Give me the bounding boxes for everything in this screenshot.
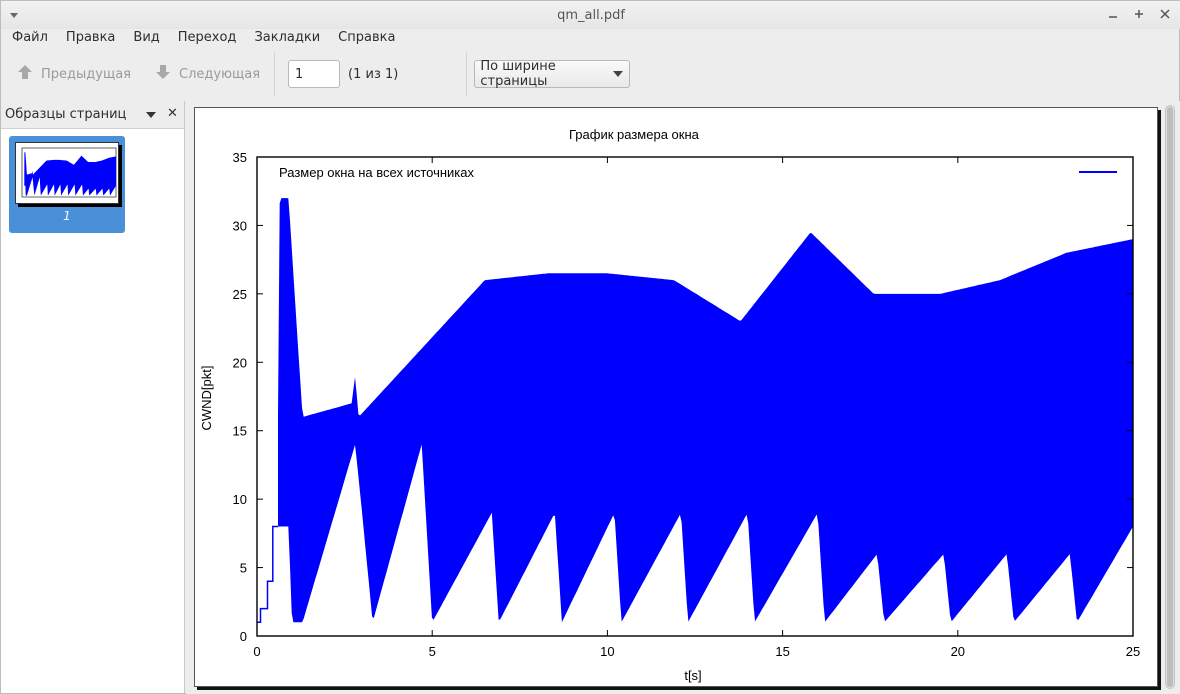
y-axis-label: CWND[pkt] <box>199 366 214 431</box>
y-tick-label: 25 <box>233 287 247 302</box>
y-tick-label: 0 <box>240 629 247 644</box>
window-title: qm_all.pdf <box>557 7 625 23</box>
previous-page-label: Предыдущая <box>41 66 131 82</box>
title-bar: qm_all.pdf <box>1 1 1180 29</box>
x-tick-label: 25 <box>1126 644 1140 659</box>
y-tick-label: 30 <box>233 218 247 233</box>
x-tick-label: 0 <box>253 644 260 659</box>
chart-annotation: Размер окна на всех источниках <box>279 165 475 180</box>
y-tick-label: 5 <box>240 561 247 576</box>
x-tick-label: 10 <box>600 644 614 659</box>
vertical-scrollbar[interactable] <box>1165 105 1175 689</box>
x-axis-label: t[s] <box>684 668 701 683</box>
pdf-page: 0 5 10 15 20 25 0 5 10 15 20 25 30 35 График размера … <box>194 107 1158 687</box>
minimize-icon[interactable] <box>1105 5 1121 23</box>
maximize-icon[interactable] <box>1131 5 1147 23</box>
toolbar: Предыдущая Следующая (1 из 1) По ширине … <box>1 51 1180 97</box>
menu-bookmarks[interactable]: Закладки <box>254 30 321 45</box>
next-page-label: Следующая <box>179 66 261 82</box>
series-start-line <box>257 525 278 624</box>
thumbnail-panel: Образцы страниц ✕ 1 <box>1 101 185 693</box>
next-page-button[interactable]: Следующая <box>149 59 264 89</box>
chart-title: График размера окна <box>569 127 700 142</box>
menu-bar: Файл Правка Вид Переход Закладки Справка <box>1 27 404 49</box>
panel-dropdown-icon[interactable] <box>146 112 156 118</box>
series-area <box>278 198 1133 623</box>
toolbar-separator <box>274 52 276 96</box>
close-window-icon[interactable] <box>1157 5 1173 23</box>
arrow-up-icon <box>15 62 35 86</box>
page-thumbnail[interactable]: 1 <box>9 136 125 233</box>
y-tick-label: 20 <box>233 355 247 370</box>
page-number-input[interactable] <box>288 60 341 88</box>
panel-title: Образцы страниц <box>5 107 127 122</box>
thumbnail-preview <box>15 142 119 204</box>
zoom-select-value: По ширине страницы <box>480 59 556 89</box>
menu-view[interactable]: Вид <box>133 30 160 45</box>
thumbnail-chart <box>21 147 117 198</box>
x-tick-label: 15 <box>775 644 789 659</box>
arrow-down-icon <box>153 62 173 86</box>
chevron-down-icon <box>613 71 624 77</box>
menu-file[interactable]: Файл <box>12 30 48 45</box>
toolbar-separator <box>466 52 468 96</box>
menu-go[interactable]: Переход <box>177 30 237 45</box>
y-tick-label: 15 <box>233 424 247 439</box>
thumbnail-page-number: 1 <box>63 209 71 223</box>
menu-edit[interactable]: Правка <box>65 30 116 45</box>
scrollbar-thumb[interactable] <box>1167 107 1173 687</box>
y-tick-label: 10 <box>233 492 247 507</box>
menu-help[interactable]: Справка <box>338 30 396 45</box>
previous-page-button[interactable]: Предыдущая <box>11 59 135 89</box>
zoom-select[interactable]: По ширине страницы <box>474 59 631 89</box>
thumbnail-panel-header: Образцы страниц ✕ <box>1 101 184 129</box>
window-menu-icon[interactable] <box>9 9 19 19</box>
y-tick-label: 35 <box>233 150 247 165</box>
x-tick-label: 20 <box>951 644 965 659</box>
cwnd-chart: 0 5 10 15 20 25 0 5 10 15 20 25 30 35 График размера … <box>199 127 1140 683</box>
plot-frame <box>256 156 1134 637</box>
document-view[interactable]: 0 5 10 15 20 25 0 5 10 15 20 25 30 35 График размера … <box>186 101 1180 694</box>
page-count-label: (1 из 1) <box>348 66 399 82</box>
x-tick-label: 5 <box>429 644 436 659</box>
panel-close-icon[interactable]: ✕ <box>167 106 178 121</box>
